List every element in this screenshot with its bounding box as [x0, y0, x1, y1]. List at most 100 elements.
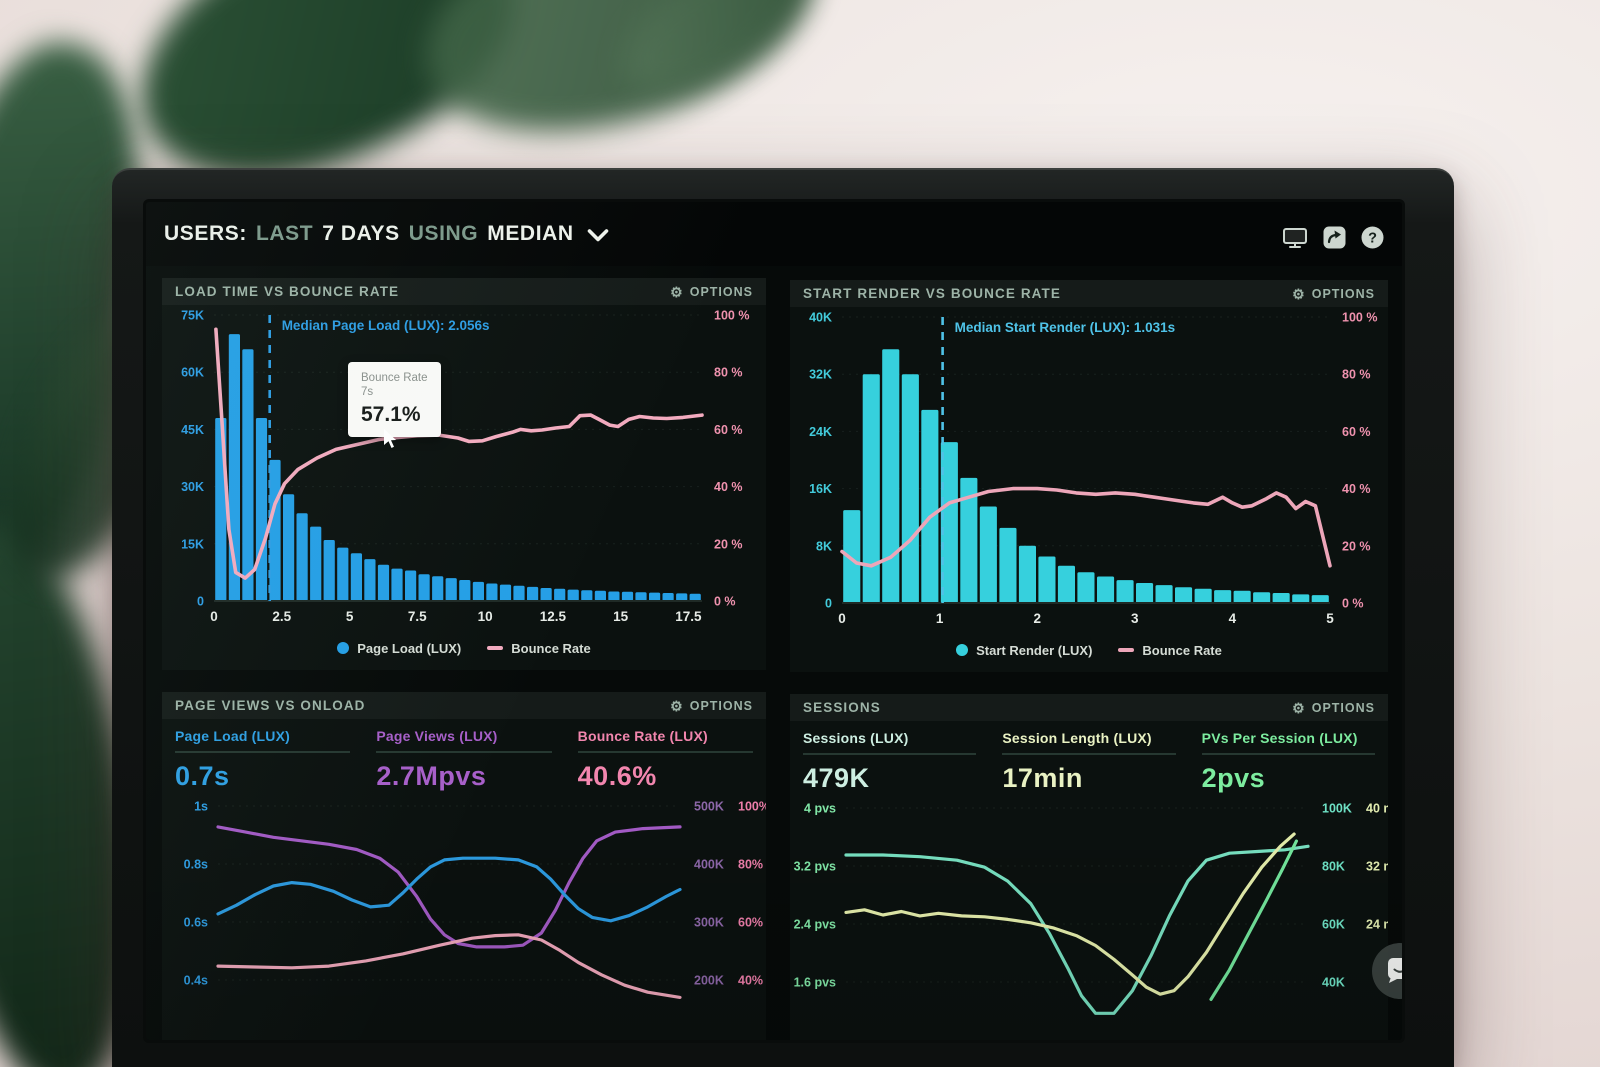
share-icon[interactable]	[1323, 226, 1346, 249]
x-axis-tick: 4	[1229, 611, 1237, 626]
metric-value: 40.6%	[577, 761, 657, 791]
y-axis-left-tick: 32K	[809, 368, 832, 382]
y-axis-left-tick: 45K	[181, 423, 204, 437]
monitor-icon[interactable]	[1282, 227, 1308, 249]
x-axis-tick: 17.5	[675, 609, 702, 624]
legend-label: Page Load (LUX)	[357, 640, 462, 656]
median-label: Median Page Load (LUX): 2.056s	[282, 318, 490, 333]
legend-dot-swatch	[956, 644, 969, 656]
options-button[interactable]: ⚙ OPTIONS	[670, 283, 753, 300]
metric-block: Page Load (LUX) 0.7s	[175, 728, 351, 792]
y-axis-right-tick: 20 %	[714, 537, 743, 551]
load-time-histogram[interactable]: 75K 100 % 60K 80 % 45K 60 % 30K 40 % 15K 20 % 0 0 %…	[162, 305, 766, 635]
y-axis-left-tick: 60K	[181, 366, 204, 380]
users-dropdown[interactable]: USERS: LAST 7 DAYS USING MEDIAN	[164, 222, 609, 246]
y-axis-right-tick: 100%	[738, 800, 766, 814]
dashboard-header: USERS: LAST 7 DAYS USING MEDIAN	[146, 202, 1402, 266]
y-axis-right-tick: 0 %	[714, 595, 736, 609]
gear-icon: ⚙	[1292, 285, 1306, 302]
y-axis-right-tick: 100 %	[1342, 311, 1377, 325]
panel-page-views-vs-onload: PAGE VIEWS VS ONLOAD ⚙ OPTIONS Page Load…	[162, 692, 766, 1040]
metric-divider	[376, 751, 552, 753]
y-axis-left-tick: 3.2 pvs	[794, 860, 836, 874]
metric-value: 2.7Mpvs	[376, 761, 487, 791]
metric-block: PVs Per Session (LUX) 2pvs	[1201, 730, 1375, 794]
legend-line-swatch	[487, 646, 504, 650]
metric-block: Sessions (LUX) 479K	[803, 730, 977, 794]
legend-label: Start Render (LUX)	[976, 642, 1093, 658]
series-line	[844, 832, 1296, 996]
tooltip-x-value: 7s	[361, 386, 374, 399]
y-axis-right-tick: 40%	[738, 974, 763, 988]
y-axis-right-tick: 400K	[694, 858, 724, 872]
metric-value: 2pvs	[1201, 763, 1266, 793]
metric-divider	[1201, 753, 1375, 755]
metric-divider	[803, 753, 977, 755]
start-render-histogram[interactable]: 40K 100 % 32K 80 % 24K 60 % 16K 40 % 8K 20 % 0 0 % 0…	[790, 307, 1388, 637]
y-axis-right-tick: 100 %	[714, 309, 749, 323]
options-button[interactable]: ⚙ OPTIONS	[670, 697, 753, 714]
y-axis-left-tick: 1.6 pvs	[794, 976, 836, 990]
metric-label: PVs Per Session (LUX)	[1201, 730, 1358, 746]
y-axis-right-tick: 500K	[694, 800, 724, 814]
x-axis-tick: 15	[613, 609, 629, 624]
metric-block: Page Views (LUX) 2.7Mpvs	[376, 728, 552, 792]
help-circle-icon[interactable]: ?	[1361, 226, 1384, 249]
metric-block: Bounce Rate (LUX) 40.6%	[577, 728, 753, 792]
chart-legend: Start Render (LUX) Bounce Rate	[790, 637, 1388, 663]
legend-item: Bounce Rate	[487, 641, 591, 656]
svg-text:?: ?	[1368, 231, 1377, 247]
metric-divider	[1002, 753, 1176, 755]
legend-item: Start Render (LUX)	[956, 643, 1092, 658]
header-segment: USING	[408, 222, 479, 245]
laptop-frame: USERS: LAST 7 DAYS USING MEDIAN	[112, 168, 1454, 1067]
y-axis-left-tick: 0	[197, 595, 204, 609]
x-axis-tick: 12.5	[540, 609, 567, 624]
y-axis-left-tick: 30K	[181, 480, 204, 494]
series-line	[216, 825, 682, 949]
cursor-icon	[384, 429, 396, 448]
gear-icon: ⚙	[670, 697, 684, 714]
bounce-rate-line	[840, 486, 1332, 568]
x-axis-tick: 0	[838, 611, 846, 626]
y-axis-right-tick: 60K	[1322, 918, 1345, 932]
metric-label: Sessions (LUX)	[803, 730, 909, 746]
y-axis-right-tick: 32 min	[1366, 860, 1388, 874]
y-axis-right-tick: 80K	[1322, 860, 1345, 874]
legend-line-swatch	[1118, 648, 1135, 652]
histogram-bars[interactable]	[843, 349, 1329, 604]
chart-legend: Page Load (LUX) Bounce Rate	[162, 635, 766, 661]
legend-label: Bounce Rate	[1142, 642, 1222, 658]
x-axis-tick: 10	[478, 609, 493, 624]
page-views-line-chart[interactable]: 1s 500K 100% 0.8s 400K 80% 0.6s 300K 60% 0.4s 200K…	[162, 792, 766, 1032]
header-segment: USERS:	[164, 222, 247, 245]
y-axis-right-tick: 60%	[738, 916, 763, 930]
y-axis-right-tick: 40 %	[714, 480, 743, 494]
metric-label: Bounce Rate (LUX)	[577, 728, 708, 744]
sessions-line-chart[interactable]: 4 pvs 100K 40 min 3.2 pvs 80K 32 min 2.4 pvs 60…	[790, 794, 1388, 1034]
series-line	[216, 933, 682, 999]
panel-sessions: SESSIONS ⚙ OPTIONS Sessions (LUX) 479K Ses…	[790, 694, 1388, 1040]
histogram-bars[interactable]	[215, 334, 701, 601]
y-axis-left-tick: 4 pvs	[804, 802, 836, 816]
y-axis-left-tick: 0.6s	[184, 916, 208, 930]
x-axis-tick: 0	[210, 609, 218, 624]
y-axis-left-tick: 24K	[809, 425, 832, 439]
x-axis-tick: 5	[1326, 611, 1334, 626]
metric-divider	[175, 751, 351, 753]
options-button[interactable]: ⚙ OPTIONS	[1292, 699, 1375, 716]
panel-title: SESSIONS	[803, 700, 881, 715]
y-axis-right-tick: 80 %	[1342, 368, 1371, 382]
y-axis-right-tick: 80 %	[714, 366, 743, 380]
panel-title: START RENDER VS BOUNCE RATE	[803, 286, 1061, 301]
y-axis-right-tick: 100K	[1322, 802, 1352, 816]
x-axis-tick: 7.5	[408, 609, 427, 624]
metric-label: Page Load (LUX)	[175, 728, 291, 744]
y-axis-left-tick: 40K	[809, 311, 832, 325]
chevron-down-icon	[587, 229, 608, 242]
chat-widget-button[interactable]: 4	[1372, 943, 1402, 999]
options-button[interactable]: ⚙ OPTIONS	[1292, 285, 1375, 302]
series-line	[216, 856, 682, 923]
bounce-rate-line	[214, 327, 704, 580]
panel-load-time-vs-bounce-rate: LOAD TIME VS BOUNCE RATE ⚙ OPTIONS 75K 10…	[162, 278, 766, 670]
